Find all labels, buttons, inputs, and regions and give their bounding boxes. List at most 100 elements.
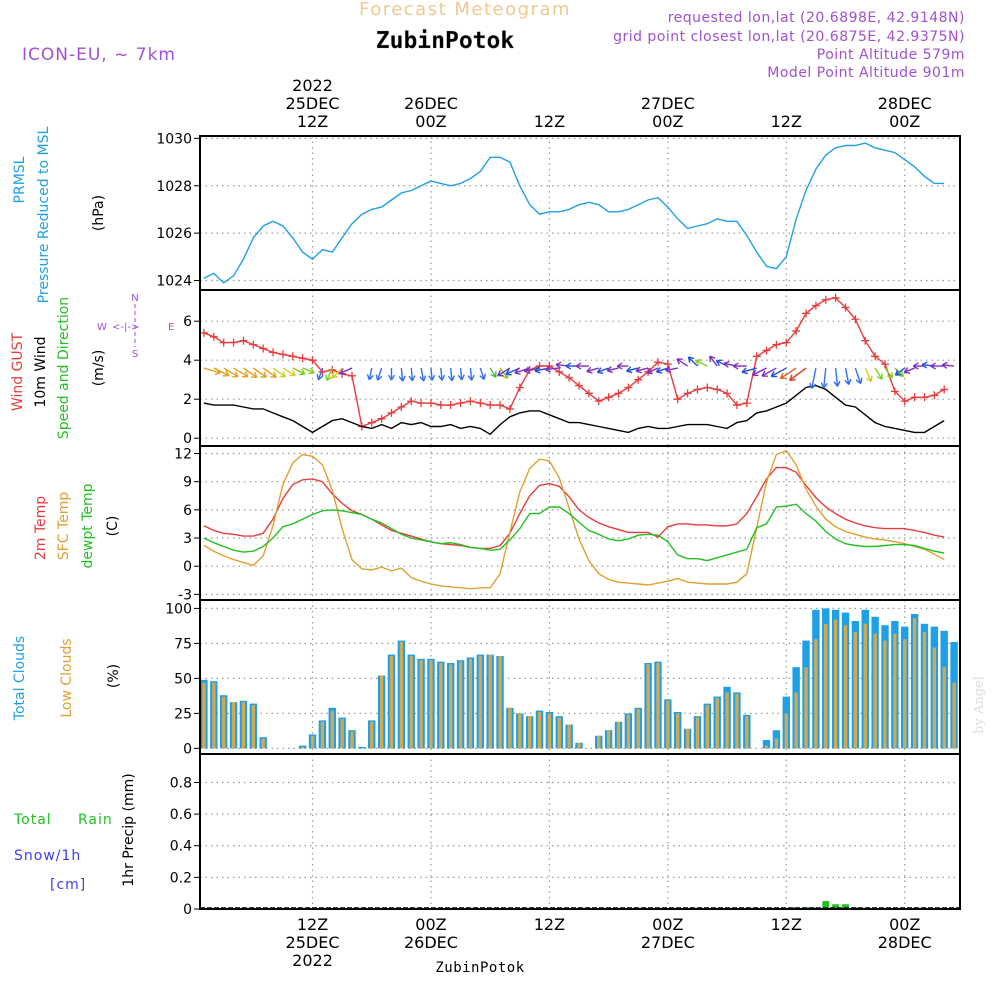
gust-marker xyxy=(239,336,248,345)
low-cloud-bar xyxy=(676,713,680,749)
gust-marker xyxy=(199,328,208,337)
rain-bar xyxy=(822,901,830,909)
wind-arrow xyxy=(676,358,688,367)
wind-arrow xyxy=(616,362,629,370)
panel-pressure: 1024 1026 1028 1030 xyxy=(156,131,961,291)
wind-arrow xyxy=(479,367,487,380)
gust-marker xyxy=(377,414,386,423)
gust-marker xyxy=(930,391,939,400)
wind-arrow xyxy=(874,367,883,380)
total-label: Total xyxy=(13,812,52,828)
low-cloud-bar xyxy=(261,738,265,749)
low-cloud-bar xyxy=(824,623,828,749)
gust-marker xyxy=(732,401,741,410)
wind-arrow xyxy=(626,366,639,374)
clouds-tick-label: 75 xyxy=(174,636,192,652)
header: Forecast Meteogram ZubinPotok ICON-EU, ~… xyxy=(22,0,965,81)
gust-marker xyxy=(387,408,396,417)
wind-arrow xyxy=(302,367,315,375)
low-cloud-bar xyxy=(310,735,315,749)
wind-arrow xyxy=(709,355,718,367)
low-cloud-bar xyxy=(952,682,956,749)
low-cloud-bar xyxy=(330,710,334,749)
wind-arrow xyxy=(761,367,777,377)
gust-marker xyxy=(397,403,406,411)
low-cloud-label: Low Clouds xyxy=(59,638,75,717)
temperature-tick-label: 9 xyxy=(183,475,192,491)
wind-unit: (m/s) xyxy=(91,350,107,387)
prmsl-line xyxy=(203,142,945,284)
gust-marker xyxy=(575,381,584,390)
low-cloud-bar xyxy=(814,639,818,749)
wind-arrow xyxy=(635,366,649,374)
wind-arrow xyxy=(203,367,221,376)
bottom-time-label: 27DEC xyxy=(641,933,695,952)
low-cloud-bar xyxy=(350,731,354,749)
low-cloud-bar xyxy=(735,693,739,749)
wind-arrow xyxy=(854,367,863,385)
low-cloud-bar xyxy=(300,747,305,749)
low-cloud-bar xyxy=(843,625,848,749)
gust-marker xyxy=(288,352,297,361)
rain-bar xyxy=(832,904,840,909)
precip-unit: 1hr Precip (mm) xyxy=(121,773,137,886)
panel-wind: 0 2 4 6 xyxy=(183,290,961,447)
watermark: by Angel xyxy=(972,676,987,734)
gust-marker xyxy=(742,399,751,408)
dewpt-label: dewpt Temp xyxy=(80,483,96,568)
top-time-label: 00Z xyxy=(889,112,920,131)
bottom-time-label: 12Z xyxy=(534,915,565,934)
low-cloud-bar xyxy=(636,709,640,749)
low-cloud-bar xyxy=(251,705,255,749)
cloud-labels: Total Clouds Low Clouds (%) by Angel xyxy=(12,636,987,734)
wind-arrow xyxy=(665,366,678,374)
wind-arrow xyxy=(457,367,465,381)
low-cloud-bar xyxy=(439,663,443,749)
low-cloud-bar xyxy=(449,664,453,749)
closest-coordinates: grid point closest lon,lat (20.6875E, 42… xyxy=(613,29,965,45)
wind-arrow xyxy=(606,366,619,374)
gust-marker xyxy=(851,315,860,324)
low-cloud-bar xyxy=(853,632,858,749)
wind-arrow xyxy=(833,367,841,387)
low-cloud-bar xyxy=(774,738,779,749)
pressure-tick-label: 1026 xyxy=(156,226,192,242)
clouds-tick-label: 25 xyxy=(174,706,192,722)
wind-arrow xyxy=(438,367,446,381)
top-time-label: 12Z xyxy=(771,112,802,131)
top-time-label: 00Z xyxy=(415,112,446,131)
wind-arrow xyxy=(596,367,609,375)
wind-arrow xyxy=(213,367,230,377)
low-cloud-bar xyxy=(685,728,690,749)
gust-marker xyxy=(890,387,899,396)
gust-marker xyxy=(792,326,801,335)
low-cloud-bar xyxy=(399,642,404,749)
gust-marker xyxy=(367,418,376,427)
low-cloud-bar xyxy=(320,721,325,749)
gust-marker xyxy=(624,383,633,392)
pressure-frame xyxy=(199,135,961,291)
cloud-unit: (%) xyxy=(106,664,122,688)
gust-marker xyxy=(841,303,850,312)
wind-tick-label: 6 xyxy=(183,314,192,330)
low-cloud-bar xyxy=(241,702,246,749)
low-cloud-bar xyxy=(794,692,798,749)
gust-marker xyxy=(436,401,445,410)
low-cloud-bar xyxy=(409,656,413,749)
wind-arrow xyxy=(789,367,807,381)
wind-arrow xyxy=(695,359,708,367)
gust-marker xyxy=(762,346,771,355)
low-cloud-bar xyxy=(468,658,473,749)
panel-temperature: -3 0 3 6 9 12 xyxy=(174,445,961,603)
wind-arrow xyxy=(930,362,945,370)
gust-marker xyxy=(229,338,238,347)
wind-arrow xyxy=(586,366,599,374)
precipitation-tick-label: 0 xyxy=(183,902,192,918)
gust-marker xyxy=(456,399,465,408)
wind-arrow xyxy=(447,367,456,382)
gust-marker xyxy=(476,399,485,408)
clouds-tick-label: 100 xyxy=(165,601,192,617)
wind-arrow xyxy=(655,366,669,374)
wind-tick-label: 4 xyxy=(183,353,192,369)
